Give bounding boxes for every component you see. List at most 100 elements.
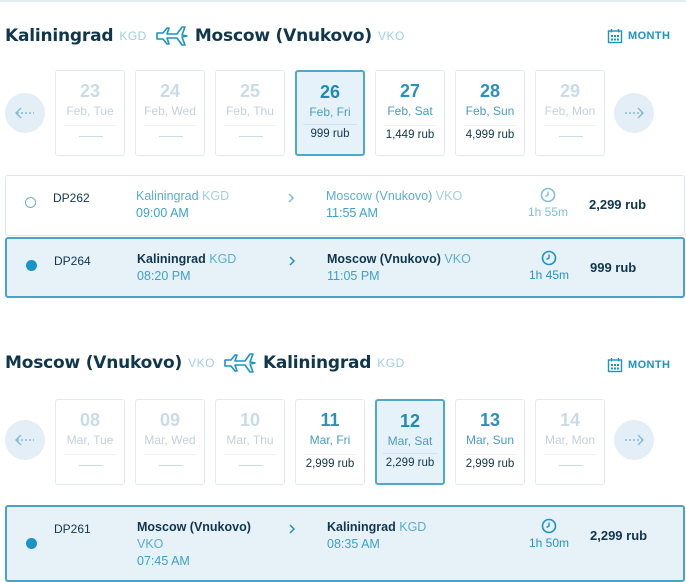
return-day-card[interactable]: 10 Mar, Thu: [215, 399, 285, 485]
outbound-from-city: Kaliningrad: [5, 26, 114, 46]
airplane-icon: [156, 26, 188, 46]
airplane-icon: [224, 353, 256, 373]
flight-price: 999 rub: [590, 260, 637, 275]
outbound-month-button[interactable]: MONTH: [607, 28, 670, 44]
departure-city: Kaliningrad: [136, 189, 199, 203]
arrival-code: KGD: [399, 520, 427, 534]
day-number: 25: [239, 81, 261, 101]
card-divider: [64, 454, 116, 455]
outbound-month-label: MONTH: [628, 30, 671, 42]
return-day-card[interactable]: 08 Mar, Tue: [55, 399, 125, 485]
day-number: 14: [559, 410, 581, 430]
outbound-flight-row[interactable]: DP262 Kaliningrad KGD 09:00 AM Moscow (V…: [5, 175, 685, 236]
flight-radio[interactable]: [25, 197, 36, 208]
day-number: 23: [79, 81, 101, 101]
outbound-day-card[interactable]: 27 Feb, Sat 1,449 rub: [375, 70, 445, 156]
return-to-city: Kaliningrad: [262, 353, 372, 373]
outbound-from-code: KGD: [119, 29, 147, 43]
return-to-code: KGD: [377, 356, 405, 370]
outbound-day-card-selected[interactable]: 26 Feb, Fri 999 rub: [295, 70, 365, 156]
flight-number: DP261: [54, 522, 91, 536]
card-divider: [464, 454, 516, 455]
flight-radio-selected[interactable]: [26, 538, 37, 549]
flight-arrival: Moscow (Vnukovo) VKO 11:55 AM: [326, 188, 462, 222]
card-divider: [544, 125, 596, 126]
day-price: 2,999 rub: [465, 458, 515, 470]
flight-duration: 1h 50m: [522, 518, 576, 550]
return-month-button[interactable]: MONTH: [607, 357, 670, 373]
chevron-right-icon: [288, 193, 295, 203]
no-price-dash: [559, 465, 583, 466]
outbound-day-card[interactable]: 29 Feb, Mon: [535, 70, 605, 156]
outbound-prev-days-button[interactable]: [5, 93, 45, 133]
day-number: 28: [479, 81, 501, 101]
return-day-card[interactable]: 11 Mar, Fri 2,999 rub: [295, 399, 365, 485]
return-flight-row-selected[interactable]: DP261 Moscow (Vnukovo) VKO 07:45 AM Kali…: [5, 505, 685, 582]
arrow-left-icon: [15, 107, 34, 119]
outbound-route-header: Kaliningrad KGD Moscow (Vnukovo) VKO: [5, 21, 405, 51]
day-weekday: Mar, Mon: [544, 433, 595, 447]
day-weekday: Mar, Sat: [387, 434, 433, 448]
duration-text: 1h 50m: [528, 536, 570, 550]
return-prev-days-button[interactable]: [5, 420, 45, 460]
day-number: 12: [399, 411, 421, 431]
chevron-right-icon: [289, 524, 296, 534]
arrival-code: VKO: [435, 189, 463, 203]
outbound-day-card[interactable]: 23 Feb, Tue: [55, 70, 125, 156]
card-divider: [224, 125, 276, 126]
return-day-card[interactable]: 14 Mar, Mon: [535, 399, 605, 485]
departure-code: KGD: [209, 252, 237, 266]
chevron-right-icon: [289, 256, 296, 266]
calendar-icon: [607, 29, 623, 44]
outbound-day-card[interactable]: 24 Feb, Wed: [135, 70, 205, 156]
day-price: 4,999 rub: [465, 129, 515, 141]
outbound-day-card[interactable]: 28 Feb, Sun 4,999 rub: [455, 70, 525, 156]
flight-arrival: Moscow (Vnukovo) VKO 11:05 PM: [327, 251, 471, 285]
no-price-dash: [79, 465, 103, 466]
flight-departure: Kaliningrad KGD 09:00 AM: [136, 188, 229, 222]
card-divider: [464, 125, 516, 126]
flight-price: 2,299 rub: [589, 197, 647, 212]
arrival-city: Kaliningrad: [327, 520, 396, 534]
card-divider: [303, 124, 357, 125]
duration-text: 1h 55m: [527, 205, 569, 219]
return-day-card[interactable]: 09 Mar, Wed: [135, 399, 205, 485]
flight-departure: Moscow (Vnukovo) VKO 07:45 AM: [137, 519, 251, 570]
clock-icon: [541, 250, 557, 266]
day-number: 10: [239, 410, 261, 430]
card-divider: [224, 454, 276, 455]
flight-price: 2,299 rub: [590, 528, 648, 543]
flight-arrival: Kaliningrad KGD 08:35 AM: [327, 519, 426, 553]
outbound-next-days-button[interactable]: [614, 93, 654, 133]
return-day-card[interactable]: 13 Mar, Sun 2,999 rub: [455, 399, 525, 485]
day-weekday: Mar, Sun: [465, 433, 515, 447]
outbound-day-card[interactable]: 25 Feb, Thu: [215, 70, 285, 156]
return-next-days-button[interactable]: [614, 420, 654, 460]
return-day-card-selected[interactable]: 12 Mar, Sat 2,299 rub: [375, 399, 445, 485]
outbound-flight-row-selected[interactable]: DP264 Kaliningrad KGD 08:20 PM Moscow (V…: [5, 237, 685, 298]
day-weekday: Mar, Wed: [144, 433, 196, 447]
no-price-dash: [559, 136, 583, 137]
day-weekday: Feb, Mon: [544, 104, 596, 118]
day-weekday: Feb, Wed: [144, 104, 196, 118]
day-number: 09: [159, 410, 181, 430]
flight-number: DP264: [54, 254, 91, 268]
departure-city: Kaliningrad: [137, 252, 206, 266]
day-number: 11: [320, 410, 340, 430]
flight-duration: 1h 45m: [522, 250, 576, 282]
outbound-to-city: Moscow (Vnukovo): [194, 26, 372, 46]
top-divider: [0, 0, 686, 2]
day-number: 26: [319, 82, 341, 102]
day-number: 24: [159, 81, 181, 101]
card-divider: [64, 125, 116, 126]
no-price-dash: [159, 465, 183, 466]
card-divider: [544, 454, 596, 455]
day-weekday: Feb, Fri: [309, 105, 351, 119]
arrival-city: Moscow (Vnukovo): [327, 252, 441, 266]
return-month-label: MONTH: [628, 359, 671, 371]
arrival-time: 11:05 PM: [327, 269, 380, 283]
return-from-city: Moscow (Vnukovo): [5, 353, 183, 373]
day-number: 27: [399, 81, 421, 101]
flight-radio-selected[interactable]: [26, 260, 37, 271]
arrival-city: Moscow (Vnukovo): [326, 189, 433, 203]
